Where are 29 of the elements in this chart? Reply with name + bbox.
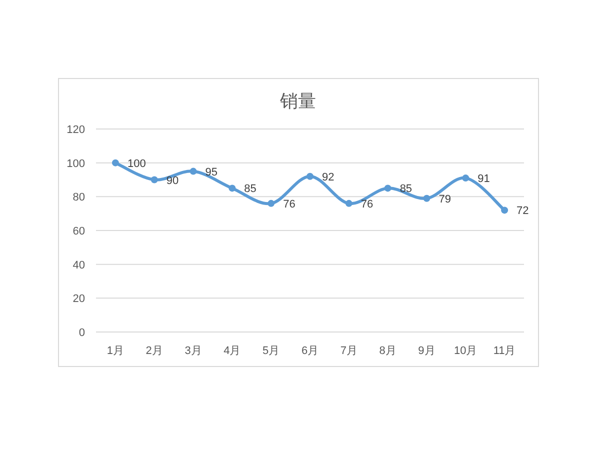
xtick: 8月: [379, 345, 396, 357]
xtick: 5月: [262, 345, 280, 357]
ytick: 20: [72, 293, 85, 306]
data-label: 91: [478, 173, 490, 186]
data-label: 85: [244, 183, 256, 196]
xtick: 10月: [454, 345, 478, 357]
ytick: 40: [72, 259, 85, 272]
xtick: 9月: [418, 345, 436, 357]
xtick: 2月: [146, 345, 163, 357]
title: 销量: [280, 91, 316, 111]
data-label: 100: [127, 158, 146, 170]
ytick: 100: [66, 158, 85, 170]
data-label: 72: [516, 205, 529, 218]
xtick: 6月: [301, 345, 319, 357]
ytick: 120: [66, 124, 85, 136]
ytick: 80: [72, 192, 85, 204]
xtick: 3月: [184, 345, 202, 357]
ytick: 60: [72, 226, 85, 238]
data-label: 92: [322, 171, 334, 184]
data-label: 79: [438, 193, 451, 206]
data-label: 90: [166, 174, 179, 187]
ytick: 0: [78, 327, 85, 339]
data-label: 95: [205, 166, 218, 178]
xtick: 1月: [106, 345, 124, 357]
xtick: 4月: [224, 345, 241, 357]
data-label: 76: [360, 198, 374, 210]
xtick: 11月: [493, 345, 516, 357]
data-label: 76: [283, 198, 296, 210]
xtick: 7月: [340, 345, 358, 357]
